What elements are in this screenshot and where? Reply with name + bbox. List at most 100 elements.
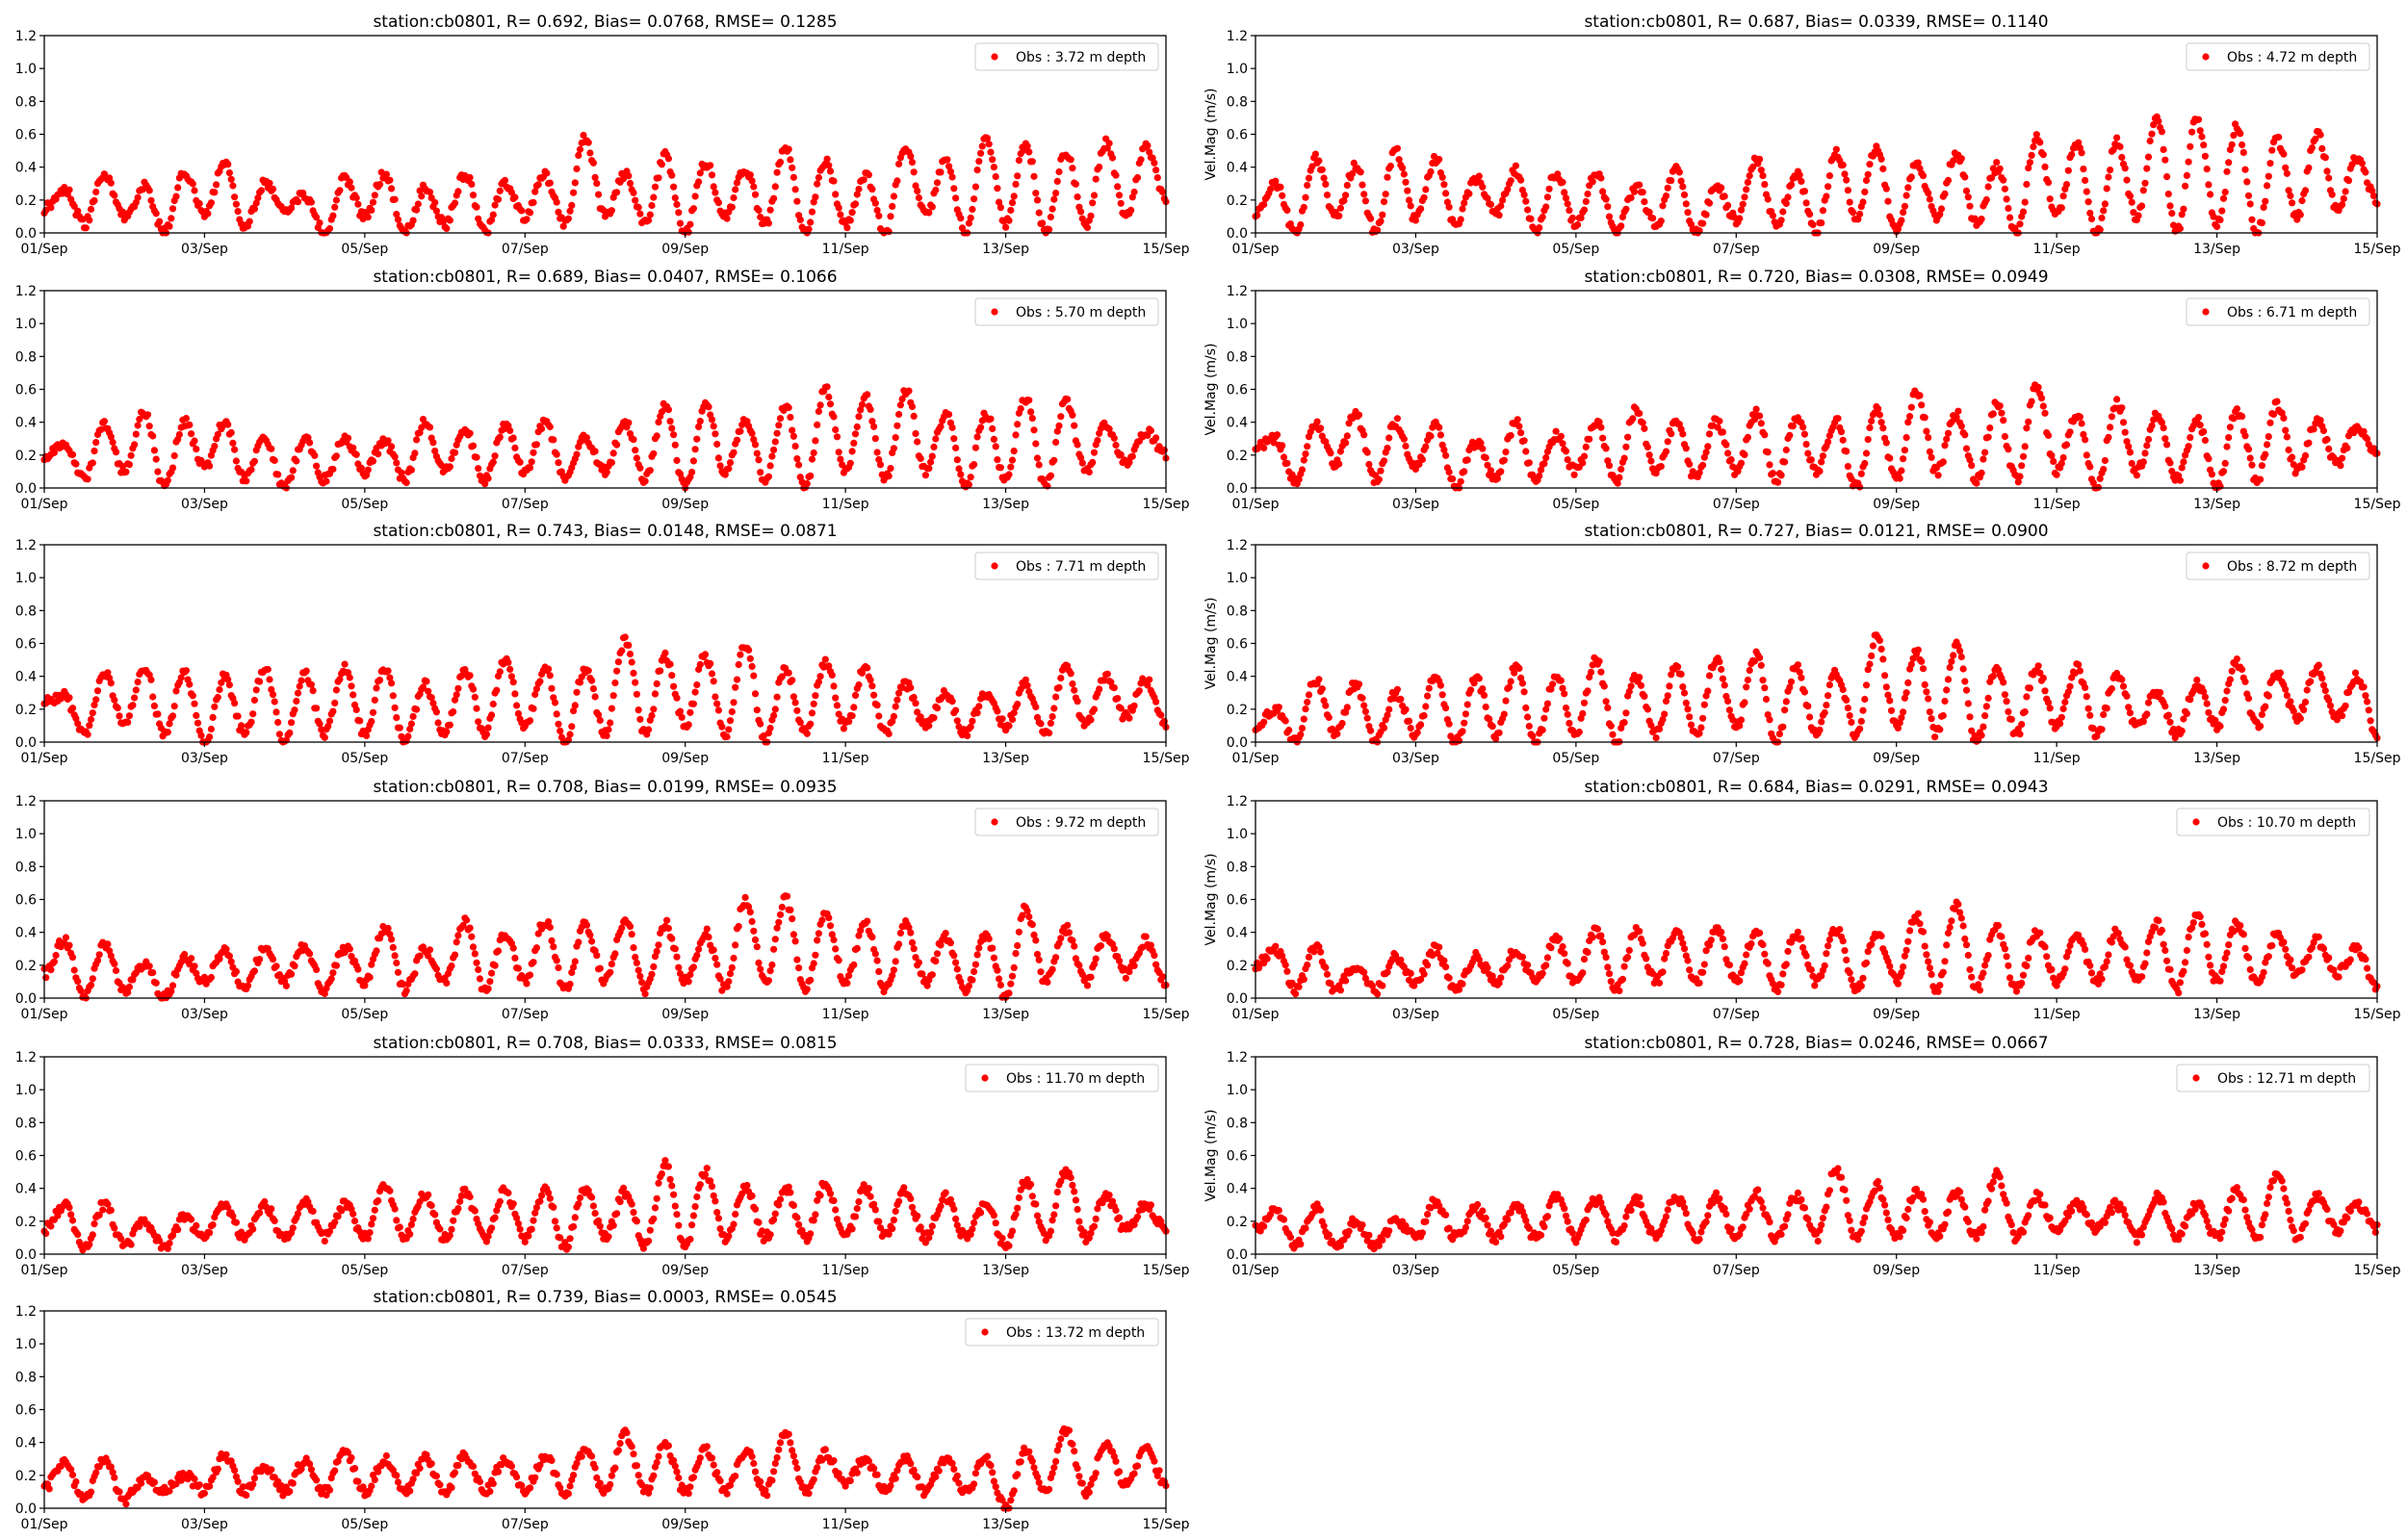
data-point	[125, 983, 133, 990]
data-point	[830, 682, 838, 690]
data-point	[1989, 672, 1997, 680]
data-point	[1457, 477, 1464, 485]
data-point	[1504, 186, 1512, 193]
x-tick-label: 15/Sep	[1143, 242, 1190, 257]
data-point	[1385, 434, 1393, 442]
data-point	[912, 700, 919, 707]
data-point	[231, 446, 239, 453]
data-point	[1010, 448, 1018, 455]
y-tick-label: 0.8	[1227, 603, 1248, 619]
data-point	[764, 977, 773, 985]
data-point	[1737, 716, 1746, 724]
data-point	[526, 464, 534, 472]
data-point	[250, 967, 258, 975]
data-point	[1637, 681, 1645, 689]
data-point	[1393, 685, 1401, 693]
data-point	[68, 954, 77, 962]
data-point	[2100, 207, 2108, 215]
data-point	[1467, 686, 1475, 694]
data-point	[2326, 702, 2335, 709]
data-point	[925, 209, 933, 217]
data-point	[1449, 475, 1457, 483]
data-point	[2183, 709, 2190, 718]
data-point	[1981, 712, 1989, 720]
data-point	[341, 660, 349, 668]
data-point	[969, 717, 976, 725]
data-point	[1939, 458, 1947, 466]
data-point	[636, 715, 644, 723]
data-point	[1575, 728, 1583, 736]
data-point	[2343, 445, 2351, 452]
data-point	[1279, 192, 1286, 199]
data-point	[967, 214, 974, 221]
data-point	[1746, 172, 1753, 180]
data-point	[191, 187, 198, 194]
x-tick-label: 13/Sep	[982, 242, 1029, 257]
data-point	[776, 911, 785, 918]
data-point	[1787, 678, 1796, 685]
data-point	[1127, 206, 1135, 214]
data-point	[532, 441, 541, 449]
data-point	[757, 720, 764, 728]
data-point	[1300, 456, 1307, 464]
data-point	[2203, 700, 2211, 707]
data-point	[344, 434, 352, 442]
data-point	[2308, 144, 2316, 152]
legend-marker	[991, 562, 998, 570]
data-point	[432, 965, 440, 973]
data-point	[661, 649, 669, 657]
data-point	[134, 193, 142, 201]
data-point	[511, 444, 519, 451]
data-point	[1064, 396, 1072, 403]
data-point	[867, 405, 874, 413]
data-point	[1898, 467, 1905, 475]
data-point	[393, 714, 401, 722]
data-point	[1440, 181, 1448, 189]
data-point	[454, 188, 462, 195]
data-point	[234, 712, 242, 720]
data-point	[753, 943, 761, 951]
data-point	[1846, 711, 1853, 720]
data-point	[2362, 168, 2369, 176]
data-point	[112, 449, 120, 456]
data-point	[150, 702, 158, 710]
data-point	[2262, 450, 2269, 458]
data-point	[1386, 162, 1394, 170]
data-point	[2194, 116, 2203, 123]
data-point	[1520, 191, 1528, 198]
data-point	[189, 180, 196, 188]
data-point	[1832, 145, 1840, 153]
data-point	[1008, 715, 1017, 724]
data-point	[250, 457, 258, 465]
y-tick-label: 1.2	[15, 29, 37, 44]
data-point	[1804, 449, 1812, 457]
data-point	[2246, 200, 2254, 208]
data-point	[1943, 435, 1951, 443]
data-point	[1921, 680, 1928, 689]
data-point	[783, 892, 791, 900]
data-point	[1957, 653, 1965, 661]
data-point	[1861, 188, 1869, 195]
data-point	[453, 691, 460, 699]
data-point	[655, 941, 662, 949]
data-point	[971, 195, 978, 203]
data-point	[1010, 963, 1018, 972]
data-point	[835, 957, 842, 964]
data-point	[1442, 451, 1450, 459]
data-point	[1152, 434, 1160, 442]
data-point	[227, 428, 235, 437]
data-point	[1602, 195, 1610, 203]
data-point	[2185, 443, 2192, 450]
data-point	[2048, 451, 2056, 459]
data-point	[925, 722, 933, 730]
data-point	[1078, 459, 1086, 467]
data-point	[992, 443, 999, 450]
data-point	[596, 964, 604, 972]
data-point	[648, 970, 656, 978]
data-point	[1422, 186, 1430, 193]
data-point	[933, 950, 942, 958]
data-point	[1741, 699, 1748, 706]
data-point	[771, 183, 779, 191]
data-point	[1499, 196, 1507, 204]
data-point	[1737, 459, 1746, 467]
